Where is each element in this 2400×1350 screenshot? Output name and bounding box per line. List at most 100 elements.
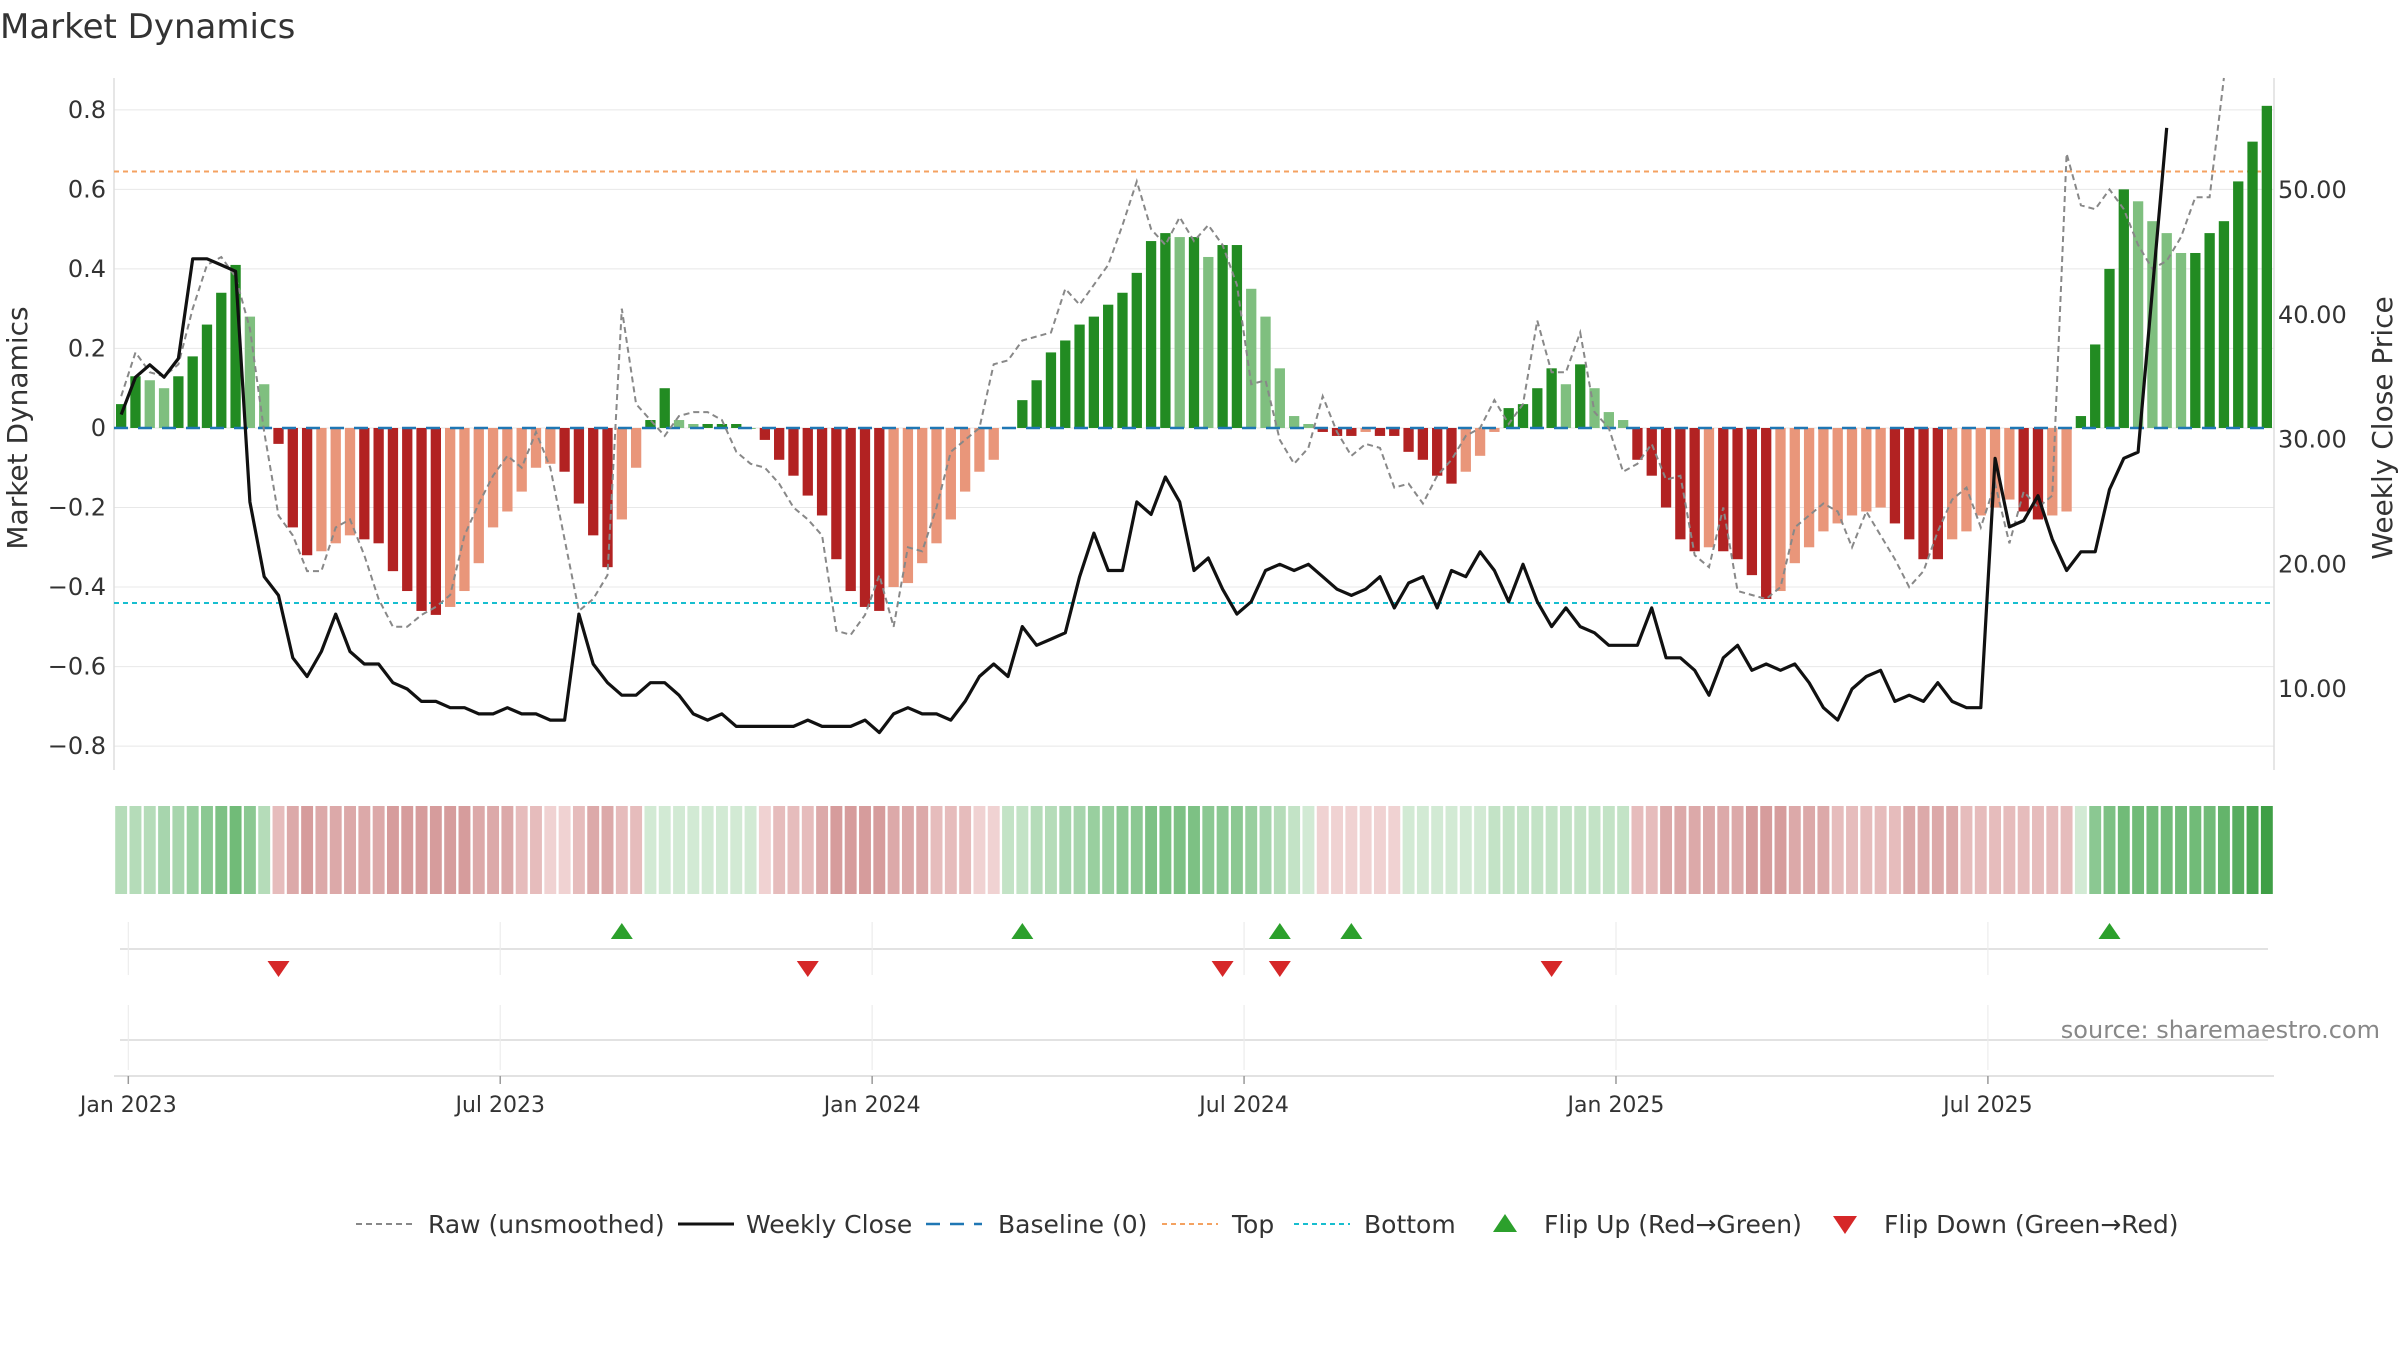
strip-cell	[530, 806, 542, 894]
strip-cell	[787, 806, 800, 894]
bar	[1961, 427, 1972, 532]
flip-down-marker	[1268, 961, 1291, 977]
strip-cell	[129, 806, 142, 894]
strip-cell	[1974, 806, 1987, 894]
strip-cell	[372, 806, 385, 894]
bar	[330, 427, 341, 544]
y-tick-label: 0.4	[68, 255, 106, 283]
bar	[1632, 427, 1643, 460]
strip-cell	[744, 806, 757, 894]
strip-cell	[1517, 806, 1529, 894]
strip-cell	[658, 806, 671, 894]
bar	[1875, 427, 1886, 508]
bar	[645, 420, 656, 428]
chart-title: Market Dynamics	[0, 7, 295, 47]
strip-cell	[1588, 806, 1601, 894]
strip-cell	[1846, 806, 1858, 894]
strip-cell	[1531, 806, 1544, 894]
strip-cell	[1660, 806, 1673, 894]
bar	[1074, 324, 1085, 428]
strip-cell	[1102, 806, 1115, 894]
strip-cell	[1130, 806, 1143, 894]
strip-cell	[1903, 806, 1916, 894]
y-axis-left: 0.8 0.6 0.4 0.2 0 −0.2 −0.4 −0.6 −0.8	[48, 96, 106, 760]
bar	[874, 427, 885, 611]
strip-cell	[229, 806, 242, 894]
bar	[859, 427, 871, 607]
strip-cell	[1717, 806, 1730, 894]
bar	[630, 427, 642, 468]
strip-cell	[301, 806, 314, 894]
strip-cell	[916, 806, 929, 894]
strip-cell	[215, 806, 228, 894]
bar	[1532, 388, 1543, 428]
strip-cell	[773, 806, 786, 894]
strip-cell	[2217, 806, 2230, 894]
bar	[2261, 105, 2272, 428]
strip-cell	[816, 806, 829, 894]
strip-cell	[859, 806, 871, 894]
strip-cell	[558, 806, 571, 894]
bar	[445, 427, 456, 607]
strip-cell	[1030, 806, 1043, 894]
flip-up-marker	[1011, 923, 1034, 939]
strip-cell	[1688, 806, 1701, 894]
strip-cell	[1302, 806, 1315, 894]
bar	[402, 427, 413, 592]
bar	[831, 427, 842, 560]
strip-cell	[1645, 806, 1658, 894]
y-tick-label: 0	[91, 414, 106, 442]
bar	[459, 427, 470, 592]
strip-cell	[1745, 806, 1758, 894]
strip-cell	[1416, 806, 1429, 894]
strip-cell	[458, 806, 471, 894]
strip-cell	[1459, 806, 1472, 894]
strip-cell	[1617, 806, 1630, 894]
strip-cell	[329, 806, 342, 894]
bar	[201, 324, 213, 428]
strip-cell	[1888, 806, 1901, 894]
bar	[2047, 427, 2058, 516]
x-tick-label: Jan 2023	[78, 1093, 177, 1118]
strip-cell	[601, 806, 614, 894]
bar	[1389, 427, 1400, 436]
bar	[959, 427, 971, 492]
bar	[2204, 233, 2215, 428]
x-tick-label: Jul 2025	[1941, 1093, 2033, 1118]
strip-cell	[1216, 806, 1229, 894]
strip-cell	[1073, 806, 1086, 894]
legend-label-top: Top	[1231, 1210, 1274, 1239]
bar	[273, 427, 284, 444]
y2-tick-label: 40.00	[2278, 301, 2347, 329]
bar	[1603, 412, 1614, 428]
bar	[1160, 233, 1171, 428]
bar	[917, 427, 928, 564]
bar	[2032, 427, 2044, 520]
bar	[2061, 427, 2072, 512]
bar	[416, 427, 427, 611]
strip-cell	[1045, 806, 1057, 894]
bar	[2161, 233, 2172, 428]
strip-cell	[2175, 806, 2187, 894]
x-tick-label: Jul 2023	[453, 1093, 545, 1118]
strip-cell	[143, 806, 156, 894]
strip-cell	[158, 806, 171, 894]
strip-cell	[1474, 806, 1487, 894]
strip-cell	[1230, 806, 1243, 894]
bar	[573, 427, 585, 504]
flip-up-marker	[1268, 923, 1291, 939]
strip-cell	[1002, 806, 1014, 894]
strip-cell	[1087, 806, 1100, 894]
bar	[774, 427, 785, 460]
legend-label-flipup: Flip Up (Red→Green)	[1544, 1210, 1802, 1239]
strip-cell	[901, 806, 914, 894]
bar	[1031, 380, 1042, 428]
bar	[2247, 141, 2258, 428]
strip-cell	[615, 806, 628, 894]
strip-cell	[644, 806, 657, 894]
source-text: source: sharemaestro.com	[2061, 1016, 2380, 1044]
bar	[1689, 427, 1700, 552]
strip-cell	[2260, 806, 2273, 894]
flip-markers	[114, 922, 2274, 1077]
strip-cell	[944, 806, 957, 894]
